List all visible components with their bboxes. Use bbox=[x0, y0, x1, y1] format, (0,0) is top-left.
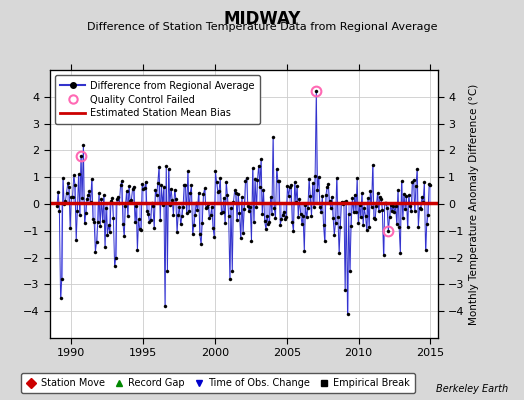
Y-axis label: Monthly Temperature Anomaly Difference (°C): Monthly Temperature Anomaly Difference (… bbox=[468, 83, 478, 325]
Text: Difference of Station Temperature Data from Regional Average: Difference of Station Temperature Data f… bbox=[87, 22, 437, 32]
Legend: Difference from Regional Average, Quality Control Failed, Estimated Station Mean: Difference from Regional Average, Qualit… bbox=[54, 75, 260, 124]
Text: MIDWAY: MIDWAY bbox=[223, 10, 301, 28]
Legend: Station Move, Record Gap, Time of Obs. Change, Empirical Break: Station Move, Record Gap, Time of Obs. C… bbox=[20, 374, 415, 393]
Text: Berkeley Earth: Berkeley Earth bbox=[436, 384, 508, 394]
